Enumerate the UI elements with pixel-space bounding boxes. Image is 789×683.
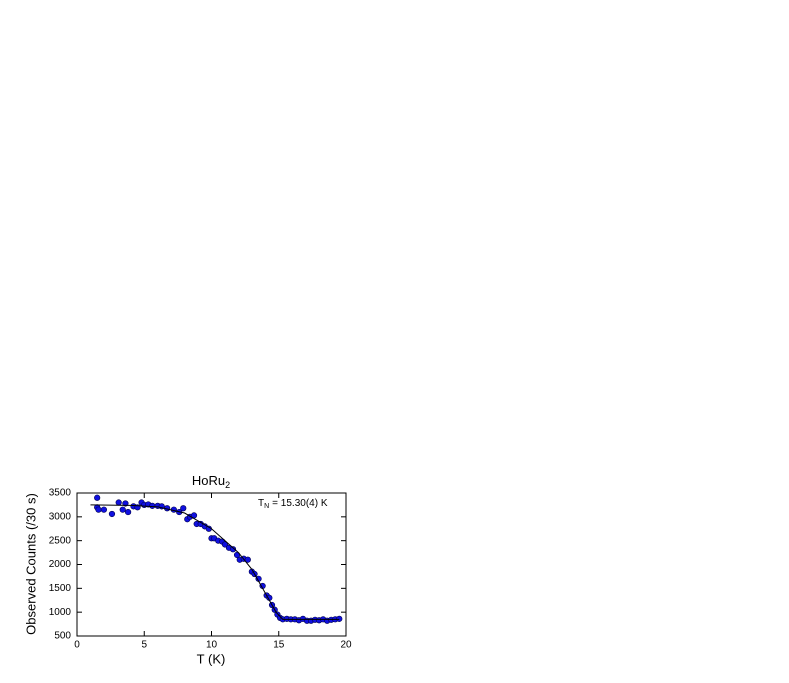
data-point	[95, 506, 102, 513]
plot-frame	[76, 492, 347, 637]
data-point	[119, 506, 126, 513]
data-point	[180, 505, 187, 512]
data-point	[229, 546, 237, 553]
data-point	[125, 508, 132, 516]
x-axis-label: T (K)	[197, 651, 226, 666]
data-point	[94, 494, 101, 501]
y-tick-label: 3000	[49, 511, 72, 522]
y-tick-label: 3500	[49, 488, 72, 499]
x-tick-label: 20	[340, 640, 352, 651]
annotation-rest: = 15.30(4) K	[272, 498, 328, 509]
data-point	[115, 499, 122, 506]
title-subscript: 2	[225, 480, 230, 490]
annotation-symbol: T	[258, 498, 264, 509]
annotation: TN = 15.30(4) K	[258, 498, 328, 510]
data-point	[108, 510, 116, 518]
fit-line	[90, 504, 340, 620]
x-tick-label: 15	[273, 640, 285, 651]
x-tick-label: 0	[74, 640, 80, 651]
y-tick-label: 2000	[49, 559, 72, 570]
y-tick-label: 1000	[49, 607, 72, 618]
y-tick-label: 1500	[49, 583, 72, 594]
annotation-subscript: N	[264, 503, 269, 510]
y-axis-label: Observed Counts (/30 s)	[23, 493, 38, 635]
x-tick-label: 5	[141, 640, 147, 651]
title-main: HoRu	[192, 473, 225, 488]
y-tick-label: 500	[54, 631, 71, 642]
chart-title: HoRu2	[192, 473, 230, 490]
y-tick-label: 2500	[49, 535, 72, 546]
data-point	[244, 556, 251, 563]
data-point	[100, 506, 107, 513]
data-point	[149, 502, 156, 509]
x-tick-label: 10	[206, 640, 218, 651]
data-point	[221, 541, 229, 548]
